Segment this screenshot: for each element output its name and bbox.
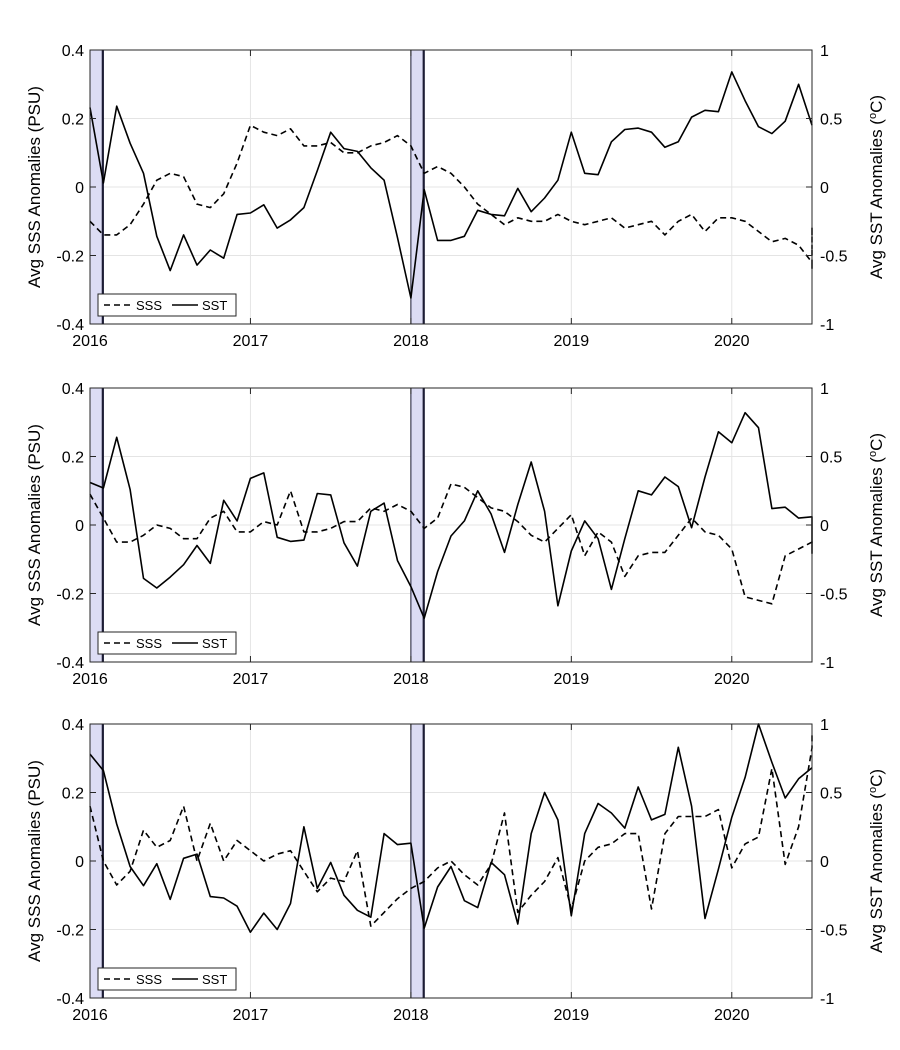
legend-label-sst: SST: [202, 972, 227, 987]
y-tick-label-right: -1: [820, 655, 834, 672]
y-axis-label-right: Avg SST Anomalies (oC): [867, 95, 886, 279]
y-tick-label-right: 1: [820, 717, 829, 734]
y-tick-label-right: -1: [820, 317, 834, 334]
legend-box: [97, 631, 237, 655]
y-tick-label-left: 0.2: [62, 112, 84, 129]
x-tick-label: 2016: [72, 671, 108, 688]
x-tick-label: 2016: [72, 1007, 108, 1024]
x-tick-label: 2016: [72, 333, 108, 350]
y-axis-label-right: Avg SST Anomalies (oC): [867, 433, 886, 617]
y-tick-label-right: -0.5: [820, 249, 848, 266]
y-tick-label-left: 0: [75, 180, 84, 197]
x-tick-label: 2019: [554, 1007, 590, 1024]
y-tick-label-right: 0.5: [820, 450, 842, 467]
y-tick-label-right: 0: [820, 854, 829, 871]
shaded-period: [410, 723, 425, 999]
chart-panel-bottom: 0.4 0.2 0 -0.2 -0.4 1 0.5 0 -0.5 -1 2016 2017 2018 20…: [25, 717, 886, 1024]
y-axis-label-left: Avg SSS Anomalies (PSU): [25, 760, 44, 962]
y-tick-label-left: 0.4: [62, 381, 84, 398]
degree-superscript: o: [867, 787, 879, 793]
series-line-sst: [89, 71, 813, 299]
legend-label-sss: SSS: [136, 298, 162, 313]
legend-label-sss: SSS: [136, 636, 162, 651]
y-tick-label-right: -0.5: [820, 587, 848, 604]
x-tick-label: 2019: [554, 671, 590, 688]
x-tick-label: 2017: [233, 333, 269, 350]
y-tick-label-right: 1: [820, 43, 829, 60]
y-tick-label-left: -0.4: [56, 317, 84, 334]
y-tick-label-left: 0.4: [62, 717, 84, 734]
y-axis-label-right-unit: C): [867, 433, 886, 451]
x-tick-label: 2020: [714, 333, 750, 350]
x-tick-label: 2018: [393, 333, 429, 350]
y-tick-label-left: 0: [75, 854, 84, 871]
y-tick-label-right: -0.5: [820, 923, 848, 940]
legend-label-sst: SST: [202, 298, 227, 313]
y-tick-label-left: -0.2: [56, 249, 84, 266]
legend-label-sst: SST: [202, 636, 227, 651]
x-tick-label: 2017: [233, 671, 269, 688]
chart-panel-top: 0.4 0.2 0 -0.2 -0.4 1 0.5 0 -0.5 -1 2016 2017 2018 20…: [25, 43, 886, 350]
y-tick-label-right: -1: [820, 991, 834, 1008]
y-axis-label-right: Avg SST Anomalies (oC): [867, 769, 886, 953]
legend-box: [97, 967, 237, 991]
y-axis-label-left: Avg SSS Anomalies (PSU): [25, 424, 44, 626]
x-tick-label: 2018: [393, 671, 429, 688]
series-line-sss: [89, 483, 813, 605]
y-tick-label-right: 0.5: [820, 786, 842, 803]
y-tick-label-left: -0.4: [56, 655, 84, 672]
legend-box: [97, 293, 237, 317]
y-tick-label-left: -0.2: [56, 587, 84, 604]
x-tick-label: 2018: [393, 1007, 429, 1024]
series-line-sst: [89, 411, 813, 620]
y-axis-label-right-unit: C): [867, 769, 886, 787]
x-tick-label: 2019: [554, 333, 590, 350]
y-axis-label-right-text: Avg SST Anomalies (: [867, 793, 886, 953]
x-tick-label: 2020: [714, 1007, 750, 1024]
series-line-sss: [89, 734, 813, 927]
y-axis-label-left: Avg SSS Anomalies (PSU): [25, 86, 44, 288]
y-axis-label-right-text: Avg SST Anomalies (: [867, 119, 886, 279]
y-tick-label-right: 0: [820, 180, 829, 197]
y-axis-label-right-unit: C): [867, 95, 886, 113]
shaded-period: [410, 387, 425, 663]
y-tick-label-left: -0.4: [56, 991, 84, 1008]
y-tick-label-left: 0.2: [62, 450, 84, 467]
y-tick-label-left: 0: [75, 518, 84, 535]
y-tick-label-right: 0: [820, 518, 829, 535]
y-tick-label-right: 1: [820, 381, 829, 398]
y-tick-label-left: -0.2: [56, 923, 84, 940]
legend-label-sss: SSS: [136, 972, 162, 987]
y-tick-label-right: 0.5: [820, 112, 842, 129]
chart-panel-middle: 0.4 0.2 0 -0.2 -0.4 1 0.5 0 -0.5 -1 2016 2017 2018 20…: [25, 381, 886, 688]
series-line-sst: [89, 723, 813, 934]
x-tick-label: 2017: [233, 1007, 269, 1024]
y-tick-label-left: 0.2: [62, 786, 84, 803]
y-tick-label-left: 0.4: [62, 43, 84, 60]
y-axis-label-right-text: Avg SST Anomalies (: [867, 457, 886, 617]
degree-superscript: o: [867, 451, 879, 457]
x-tick-label: 2020: [714, 671, 750, 688]
degree-superscript: o: [867, 113, 879, 119]
